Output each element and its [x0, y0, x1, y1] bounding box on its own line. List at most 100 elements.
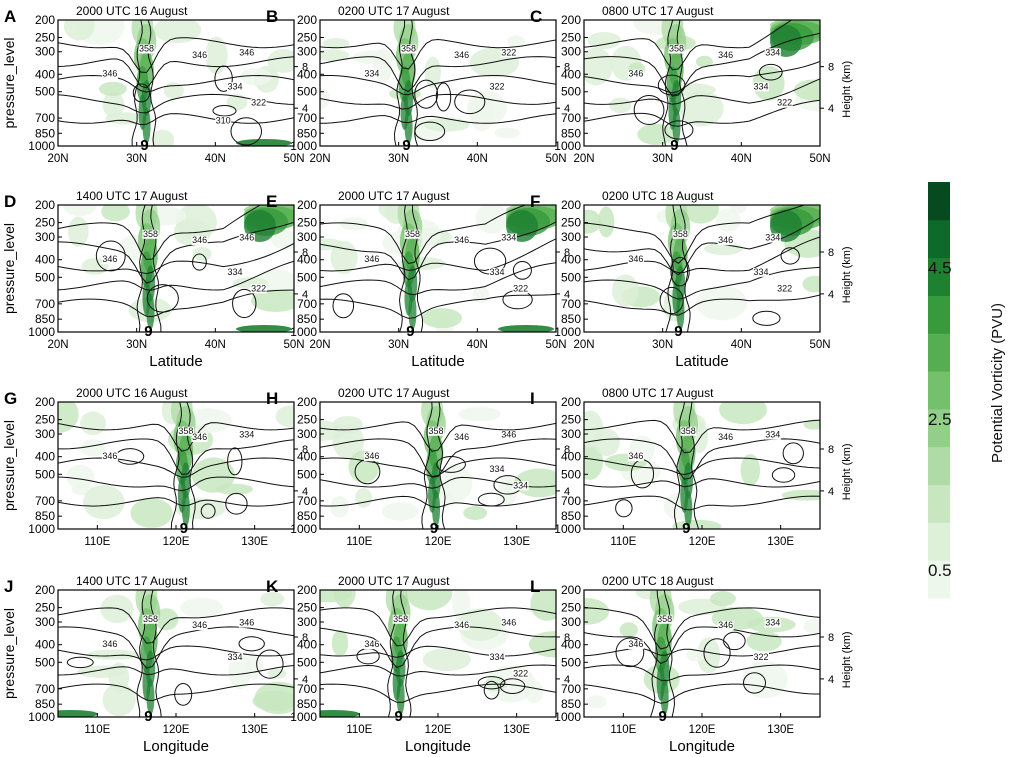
pv-shading — [63, 205, 97, 217]
x-tick-label: 50N — [809, 153, 830, 165]
x-tick-label: 120E — [425, 724, 452, 736]
height-axis-label: Height (km) — [841, 443, 853, 500]
theta-contour — [665, 205, 677, 332]
contour-label-bg — [489, 652, 505, 662]
pv-shading — [205, 36, 228, 75]
y-tick-label: 700 — [561, 111, 581, 125]
y-tick-label: 700 — [35, 297, 55, 311]
contour-label: 346 — [102, 69, 117, 79]
contour-label-bg — [627, 640, 644, 650]
y-tick-label: 400 — [35, 253, 55, 267]
contour-label-bg — [512, 669, 529, 679]
pv-shading — [740, 454, 761, 486]
contour-label: 346 — [102, 639, 117, 649]
colorbar-tick-label: 2.5 — [928, 410, 952, 429]
y-tick-label: 400 — [297, 450, 317, 464]
theta-contour — [584, 266, 820, 300]
panel-letter: H — [266, 389, 278, 408]
y-tick-label: 250 — [297, 216, 317, 230]
panel-title: 0800 UTC 17 August — [602, 4, 714, 18]
theta-contour — [58, 645, 294, 661]
panel-frame — [583, 19, 821, 147]
contour-label-bg — [776, 284, 793, 294]
contour-label-bg — [191, 621, 208, 631]
theta-contour — [225, 492, 248, 515]
y-tick-label: 850 — [297, 126, 317, 140]
contour-label-bg — [500, 430, 517, 440]
theta-contour — [688, 402, 700, 529]
height-tick-label: 4 — [302, 486, 308, 498]
y-tick-label: 700 — [561, 682, 581, 696]
contour-label-bg — [500, 233, 517, 243]
y-axis-label: pressure_level — [1, 420, 17, 511]
contour-label: 346 — [364, 451, 379, 461]
theta-contour — [95, 240, 126, 272]
y-tick-label: 500 — [297, 655, 317, 669]
theta-contour — [584, 683, 820, 704]
panel-title: 0200 UTC 17 August — [338, 386, 450, 400]
y-tick-label: 500 — [35, 467, 55, 481]
panel-frame — [57, 19, 295, 147]
theta-contour — [320, 38, 556, 70]
pv-shading — [585, 695, 607, 709]
height-tick-label: 8 — [564, 62, 570, 74]
theta-contour — [758, 63, 783, 81]
contour-label: 346 — [718, 432, 733, 442]
colorbar-swatch — [928, 219, 950, 259]
colorbar: Potential Vorticity (PVU) 4.5 2.5 0.5 — [928, 182, 1006, 599]
x-tick-label: 30N — [126, 339, 147, 351]
x-tick-label: 110E — [610, 536, 636, 548]
contour-label: 346 — [628, 639, 643, 649]
x-tick-label: 120E — [689, 724, 716, 736]
theta-contour — [657, 74, 686, 96]
pv-shading — [423, 117, 470, 132]
theta-contour — [414, 121, 446, 141]
y-tick-label: 300 — [297, 45, 317, 59]
theta-contour — [58, 457, 294, 478]
pv-shading — [254, 681, 294, 715]
height-tick-label: 8 — [564, 247, 570, 259]
y-tick-label: 250 — [561, 413, 581, 427]
x-tick-label: 40N — [731, 153, 752, 165]
theta-contour — [58, 626, 294, 669]
pv-shading — [530, 590, 556, 621]
x-tick-label: 40N — [467, 153, 488, 165]
panel-title: 0200 UTC 17 August — [338, 4, 450, 18]
contour-label-bg — [227, 267, 243, 277]
panel-letter: E — [266, 192, 277, 211]
contour-label: 322 — [777, 98, 792, 108]
theta-contour — [58, 205, 262, 261]
y-axis-label: pressure_level — [1, 37, 17, 128]
panel-plot-area: 358 346 346 334 334 322 — [320, 205, 556, 332]
typhoon-icon: 9 — [670, 137, 678, 154]
theta-contour — [200, 503, 216, 519]
theta-contour — [320, 495, 556, 508]
pv-surface — [498, 325, 554, 332]
y-tick-label: 250 — [561, 216, 581, 230]
contour-label-bg — [764, 618, 781, 628]
y-tick-label: 200 — [35, 583, 55, 597]
x-tick-label: 30N — [388, 339, 409, 351]
y-tick-label: 700 — [35, 682, 55, 696]
colorbar-swatch — [928, 484, 950, 523]
panel-title: 0200 UTC 18 August — [602, 189, 714, 203]
contour-label-bg — [142, 229, 159, 239]
theta-contour — [146, 284, 179, 313]
contour-label-bg — [717, 621, 734, 631]
x-tick-label: 130E — [241, 536, 268, 548]
theta-contour — [659, 286, 684, 315]
contour-label: 346 — [628, 451, 643, 461]
y-tick-label: 850 — [561, 697, 581, 711]
panel-title: 1400 UTC 17 August — [76, 189, 188, 203]
contour-label-bg — [142, 614, 159, 624]
contour-label: 346 — [102, 254, 117, 264]
contour-label-bg — [453, 236, 470, 246]
x-tick-label: 40N — [205, 153, 226, 165]
panel-letter: G — [4, 389, 17, 408]
panel-letter: D — [4, 192, 16, 211]
panel-f: 3583463463343343229200250300400500700850… — [530, 189, 853, 370]
theta-contour — [58, 260, 294, 291]
pv-shading — [82, 484, 125, 520]
